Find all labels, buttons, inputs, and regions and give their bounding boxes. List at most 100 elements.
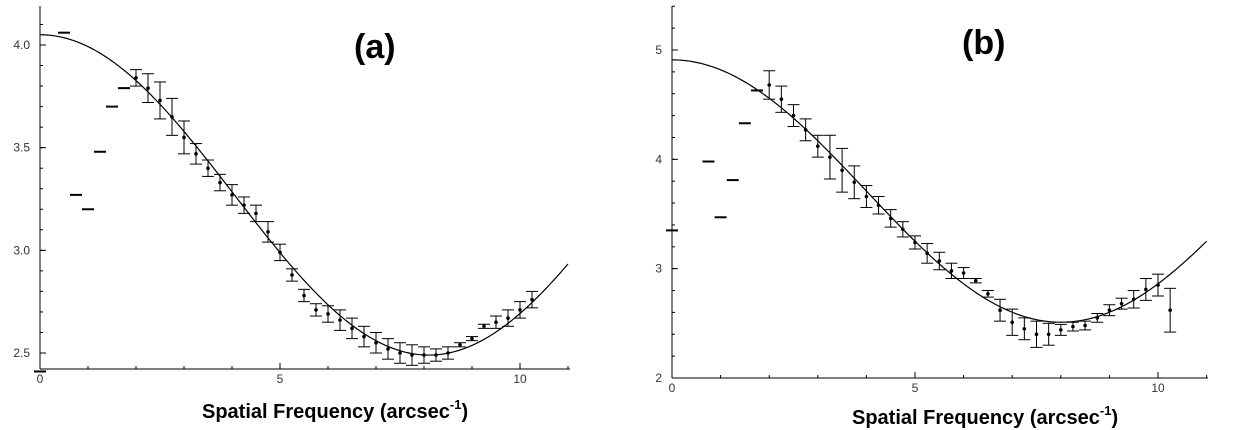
x-axis-label: Spatial Frequency (arcsec-1): [852, 403, 1118, 429]
data-point: [1115, 297, 1128, 310]
data-point: [346, 317, 358, 340]
point-marker: [410, 353, 414, 357]
data-point: [872, 196, 885, 215]
point-marker: [1119, 301, 1124, 306]
point-marker: [494, 320, 498, 325]
point-marker: [779, 97, 784, 101]
point-marker: [290, 273, 294, 277]
point-marker: [901, 227, 905, 232]
data-point: [1030, 320, 1043, 348]
point-marker: [949, 269, 954, 273]
point-marker: [1168, 308, 1172, 313]
data-point: [430, 348, 442, 362]
data-point: [1127, 290, 1140, 309]
data-point: [909, 235, 921, 250]
point-marker: [1071, 324, 1075, 329]
x-axis-label-close: ): [1111, 407, 1118, 429]
data-point: [502, 309, 514, 327]
point-marker: [458, 342, 462, 347]
data-point: [142, 73, 154, 103]
point-marker: [398, 351, 402, 355]
point-marker: [1107, 308, 1112, 313]
data-point: [1079, 320, 1092, 331]
data-point: [896, 221, 909, 238]
point-marker: [434, 353, 438, 357]
point-marker: [1156, 283, 1160, 287]
data-point: [921, 243, 934, 264]
point-marker: [840, 168, 844, 173]
point-marker: [254, 211, 258, 216]
point-marker: [888, 216, 893, 221]
data-point: [981, 290, 994, 298]
data-point: [933, 251, 946, 271]
data-point: [358, 325, 370, 348]
point-marker: [314, 308, 318, 312]
point-marker: [350, 326, 354, 331]
point-marker: [876, 203, 881, 208]
point-marker: [828, 155, 832, 159]
data-point: [262, 221, 274, 243]
point-marker: [791, 113, 796, 118]
panel-label: (b): [962, 24, 1005, 62]
data-point: [442, 346, 454, 360]
data-point: [1091, 312, 1104, 323]
data-point: [836, 147, 849, 193]
data-point: [418, 346, 430, 364]
panel-label: (a): [354, 28, 396, 66]
y-tick-label: 4.0: [13, 38, 30, 52]
y-tick-label: 5: [655, 43, 662, 57]
point-marker: [1095, 316, 1100, 320]
point-marker: [278, 250, 282, 255]
data-point: [811, 134, 824, 158]
data-point: [454, 342, 466, 348]
point-marker: [998, 308, 1002, 313]
point-marker: [146, 86, 150, 90]
data-point: [799, 118, 812, 142]
point-marker: [170, 115, 174, 119]
x-axis-label-close: ): [461, 401, 468, 423]
x-tick-label: 10: [513, 372, 527, 386]
point-marker: [961, 271, 966, 275]
data-point: [166, 97, 178, 136]
point-marker: [218, 180, 222, 185]
point-marker: [973, 278, 978, 283]
data-point: [1103, 304, 1116, 317]
data-point: [1139, 278, 1152, 301]
x-axis-label: Spatial Frequency (arcsec-1): [202, 397, 468, 423]
data-point: [250, 204, 262, 223]
data-point: [969, 278, 982, 284]
x-axis-label-superscript: -1: [450, 397, 462, 412]
x-tick-label: 0: [37, 372, 44, 386]
point-marker: [530, 297, 534, 302]
data-point: [1152, 273, 1164, 297]
data-point: [154, 81, 166, 120]
data-point: [190, 143, 202, 165]
data-point: [130, 69, 142, 87]
model-curve: [671, 59, 1208, 323]
point-marker: [422, 353, 426, 357]
data-point: [526, 290, 538, 309]
point-marker: [1034, 332, 1039, 337]
x-tick-label: 10: [1151, 381, 1165, 395]
point-marker: [206, 166, 210, 170]
data-point: [466, 336, 478, 342]
data-point: [202, 159, 214, 177]
data-point: [394, 342, 406, 364]
data-point: [957, 267, 970, 280]
data-point: [382, 338, 394, 360]
point-marker: [1083, 323, 1087, 328]
point-marker: [134, 76, 138, 80]
point-marker: [506, 316, 510, 320]
model-curve: [39, 34, 569, 356]
data-point: [334, 309, 346, 331]
point-marker: [158, 98, 162, 103]
data-point: [478, 323, 490, 329]
data-point: [848, 165, 861, 200]
data-point: [406, 344, 418, 366]
x-axis-label-main: Spatial Frequency (arcsec: [852, 407, 1100, 429]
point-marker: [470, 336, 474, 341]
point-marker: [852, 180, 857, 185]
point-marker: [913, 240, 917, 245]
data-point: [490, 315, 502, 329]
